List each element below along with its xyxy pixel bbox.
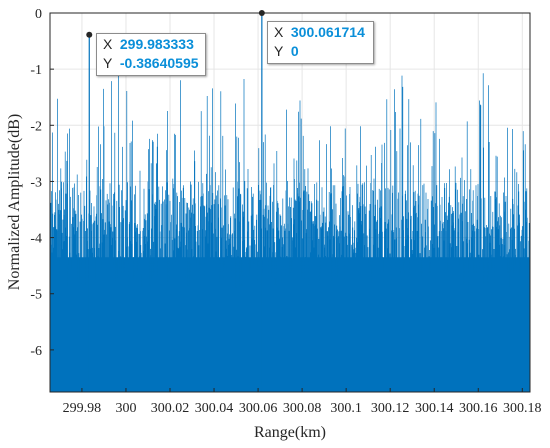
datatip-marker-2[interactable] [258,10,265,16]
datatip-1[interactable]: X 299.983333 Y -0.38640595 [96,33,206,76]
datatip-2-x-row: X 300.061714 [274,23,365,42]
x-tick-label: 300 [115,401,136,416]
y-tick-label: -4 [30,232,42,247]
x-tick-label: 300.02 [151,401,190,416]
tick-labels: 299.98 300 300.02 300.04 300.06 300.08 300.1 30… [30,7,541,416]
axes [49,12,531,393]
datatip-1-y-row: Y -0.38640595 [103,54,199,73]
x-tick-label: 300.04 [195,401,234,416]
y-axis-label: Normalized Amplitude(dB) [6,114,23,290]
y-tick-label: -1 [30,63,42,78]
y-tick-label: 0 [35,7,42,22]
datatip-2-x-key: X [274,24,284,40]
x-tick-label: 300.16 [459,401,498,416]
x-tick-label: 300.06 [239,401,278,416]
signal-series [49,13,531,392]
datatip-1-y-value: -0.38640595 [119,55,199,71]
x-tick-label: 299.98 [63,401,102,416]
plot-frame [49,12,531,393]
y-tick-label: -6 [30,344,42,359]
datatip-1-y-key: Y [103,55,113,71]
x-tick-label: 300.08 [283,401,322,416]
x-tick-label: 300.14 [415,401,454,416]
datatip-2-x-value: 300.061714 [290,24,365,40]
x-tick-label: 300.18 [503,401,542,416]
x-axis-label: Range(km) [254,424,326,441]
datatip-1-x-value: 299.983333 [119,36,194,52]
datatip-2-y-key: Y [274,43,284,59]
y-tick-label: -2 [30,119,42,134]
y-tick-label: -3 [30,175,42,190]
datatip-1-x-key: X [103,36,113,52]
datatip-2-y-value: 0 [290,43,299,59]
y-tick-label: -5 [30,288,42,303]
datatip-2[interactable]: X 300.061714 Y 0 [267,21,374,64]
datatip-markers [86,10,265,38]
x-tick-label: 300.1 [330,401,362,416]
datatip-marker-1[interactable] [86,31,93,38]
datatip-1-x-row: X 299.983333 [103,35,199,54]
datatip-2-y-row: Y 0 [274,42,365,61]
x-tick-label: 300.12 [371,401,410,416]
